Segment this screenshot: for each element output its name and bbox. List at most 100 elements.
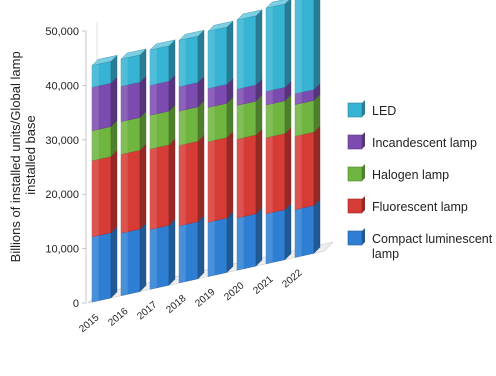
bar-side-face: [226, 96, 234, 138]
bar-side-face: [110, 150, 118, 234]
bar-segment-compact-luminescent-lamp-2018: [178, 215, 205, 284]
bar-highlight: [237, 216, 244, 271]
legend-label: Compact luminescent: [372, 232, 493, 246]
bar-side-face: [284, 0, 292, 88]
bar-segment-compact-luminescent-lamp-2019: [207, 211, 234, 277]
bar-side-face: [226, 20, 234, 85]
bar-highlight: [150, 228, 157, 290]
x-tick-label: 2018: [164, 293, 188, 316]
bar-segment-led-2016: [120, 48, 147, 87]
legend-label: LED: [372, 104, 396, 118]
bars: [91, 0, 321, 303]
bar-highlight: [266, 103, 273, 138]
bar-segment-halogen-lamp-2022: [294, 93, 321, 137]
bar-highlight: [92, 235, 99, 303]
bar-highlight: [179, 143, 186, 226]
bar-highlight: [208, 86, 215, 108]
bar-segment-led-2017: [149, 39, 176, 86]
y-tick-label: 10,000: [45, 244, 79, 256]
bar-side-face: [110, 120, 118, 157]
x-tick-label: 2020: [222, 280, 246, 303]
y-axis-title-line-2: installed base: [23, 115, 38, 195]
bar-highlight: [121, 231, 128, 296]
x-tick-label: 2016: [106, 306, 130, 329]
bar-highlight: [295, 0, 302, 94]
bar-side-face: [197, 100, 205, 142]
legend-swatch-side: [362, 196, 365, 213]
bar-side-face: [255, 207, 263, 267]
bar-segment-halogen-lamp-2020: [236, 94, 263, 140]
legend-label: Fluorescent lamp: [372, 200, 468, 214]
bar-side-face: [226, 131, 234, 219]
bar-side-face: [284, 203, 292, 261]
bar-segment-incandescent-lamp-2020: [236, 78, 263, 106]
bar-highlight: [266, 89, 273, 105]
bar-highlight: [237, 103, 244, 140]
bar-side-face: [313, 125, 321, 206]
bar-highlight: [295, 103, 302, 137]
bar-segment-led-2018: [178, 29, 205, 87]
x-tick-label: 2022: [280, 267, 304, 290]
legend: LED Incandescent lamp Halogen lamp Fluoresc…: [347, 100, 493, 261]
bar-highlight: [266, 212, 273, 264]
bar-highlight: [208, 140, 215, 223]
y-tick-label: 0: [73, 298, 79, 310]
bar-segment-fluorescent-lamp-2022: [294, 125, 321, 210]
bar-segment-led-2022: [294, 0, 321, 94]
bar-segment-fluorescent-lamp-2019: [207, 131, 234, 223]
legend-swatch-side: [362, 132, 365, 149]
legend-entry-led: LED: [347, 100, 396, 118]
bar-segment-fluorescent-lamp-2017: [149, 138, 176, 230]
bar-segment-led-2021: [265, 0, 292, 92]
bar-segment-fluorescent-lamp-2020: [236, 128, 263, 219]
bar-highlight: [295, 208, 302, 258]
x-tick-label: 2015: [77, 312, 101, 335]
y-tick-label: 20,000: [45, 189, 79, 201]
bar-highlight: [92, 85, 99, 131]
bar-highlight: [208, 105, 215, 142]
bar-segment-fluorescent-lamp-2018: [178, 134, 205, 227]
legend-label: Halogen lamp: [372, 168, 449, 182]
bar-top-face-2020: [236, 9, 263, 21]
bar-highlight: [237, 137, 244, 218]
bar-segment-halogen-lamp-2018: [178, 100, 205, 146]
legend-swatch: [347, 198, 363, 214]
legend-entry-fluorescent-lamp: Fluorescent lamp: [347, 196, 468, 214]
bar-side-face: [139, 110, 147, 151]
legend-swatch-side: [362, 228, 365, 245]
bar-segment-incandescent-lamp-2016: [120, 75, 147, 122]
bar-top-face-2019: [207, 20, 234, 32]
bar-side-face: [313, 198, 321, 254]
bar-top-face-2018: [178, 29, 205, 41]
bar-side-face: [168, 74, 176, 112]
bar-side-face: [284, 126, 292, 211]
bar-segment-incandescent-lamp-2018: [178, 75, 205, 112]
bar-segment-halogen-lamp-2021: [265, 94, 292, 138]
bar-segment-compact-luminescent-lamp-2017: [149, 218, 176, 290]
bar-highlight: [208, 29, 215, 89]
bar-side-face: [197, 134, 205, 223]
bar-side-face: [110, 226, 118, 299]
legend-swatch-side: [362, 164, 365, 181]
bar-segment-compact-luminescent-lamp-2022: [294, 198, 321, 258]
bar-side-face: [139, 75, 147, 118]
bar-highlight: [237, 87, 244, 106]
bar-side-face: [284, 94, 292, 134]
y-axis-title-line-1: Billions of installed units/Global lamp: [8, 51, 23, 262]
legend-swatch: [347, 134, 363, 150]
bar-side-face: [139, 143, 147, 230]
bar-highlight: [208, 220, 215, 277]
bar-highlight: [295, 92, 302, 105]
bar-segment-incandescent-lamp-2019: [207, 77, 234, 108]
bar-highlight: [150, 83, 157, 116]
legend-swatch-side: [362, 100, 365, 117]
bar-side-face: [226, 211, 234, 273]
bar-highlight: [266, 6, 273, 92]
legend-entry-incandescent-lamp: Incandescent lamp: [347, 132, 477, 150]
bar-segment-led-2020: [236, 9, 263, 90]
legend-label: Incandescent lamp: [372, 136, 477, 150]
bar-segment-compact-luminescent-lamp-2015: [91, 226, 118, 303]
bar-segment-led-2019: [207, 20, 234, 89]
bar-side-face: [255, 128, 263, 215]
